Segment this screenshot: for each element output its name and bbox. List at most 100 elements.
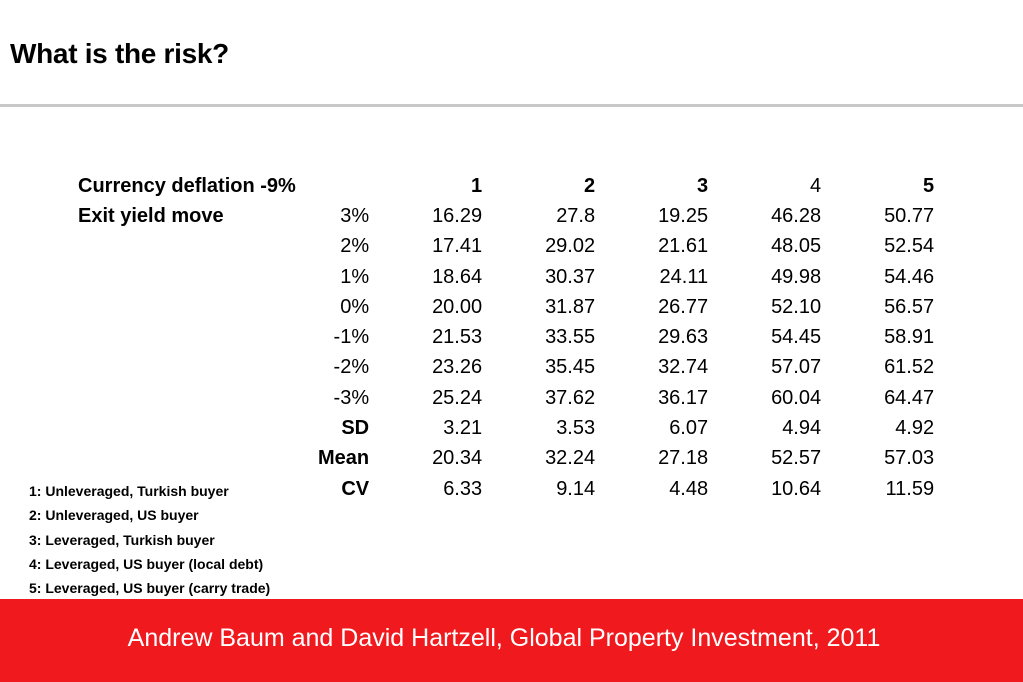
spacer-cell bbox=[0, 232, 78, 262]
row-parameter: -1% bbox=[333, 326, 370, 349]
row-parameter: 3% bbox=[340, 204, 370, 227]
table-cell: 24.11 bbox=[659, 265, 709, 288]
table-cell: 16.29 bbox=[432, 204, 483, 227]
table-cell: 33.55 bbox=[545, 326, 596, 349]
footer-citation: Andrew Baum and David Hartzell, Global P… bbox=[127, 624, 881, 652]
table-cell: 26.77 bbox=[658, 295, 709, 318]
table-cell: 27.18 bbox=[658, 447, 709, 470]
row-parameter: -2% bbox=[333, 356, 370, 379]
table-row: Exit yield move 3% 16.29 27.8 19.25 46.28 50.7… bbox=[0, 201, 934, 231]
table-cell: 25.24 bbox=[432, 386, 483, 409]
table-cell: 4.48 bbox=[669, 477, 709, 500]
table-row: Mean 20.34 32.24 27.18 52.57 57.03 bbox=[0, 444, 934, 474]
spacer-cell bbox=[0, 383, 78, 413]
footer-band bbox=[0, 599, 1023, 682]
table-cell: 35.45 bbox=[545, 356, 596, 379]
scenario-legend: 1: Unleveraged, Turkish buyer 2: Unlevera… bbox=[29, 479, 270, 600]
table-cell: 54.45 bbox=[771, 326, 822, 349]
table-cell: 27.8 bbox=[556, 204, 596, 227]
spacer-cell bbox=[0, 171, 78, 201]
table-row: -3% 25.24 37.62 36.17 60.04 64.47 bbox=[0, 383, 935, 413]
table-cell: 23.26 bbox=[432, 356, 483, 379]
legend-item: 3: Leveraged, Turkish buyer bbox=[29, 531, 215, 548]
table-cell: 52.57 bbox=[771, 447, 822, 470]
table-cell: 36.17 bbox=[658, 386, 709, 409]
table-cell: 21.53 bbox=[432, 326, 483, 349]
table-cell: 18.64 bbox=[432, 265, 483, 288]
table-cell: 46.28 bbox=[771, 204, 822, 227]
table-header-row: Currency deflation -9% 1 2 3 4 5 bbox=[0, 171, 934, 201]
table-cell: 54.46 bbox=[884, 265, 935, 288]
column-header: 1 bbox=[471, 174, 483, 197]
legend-item: 2: Unleveraged, US buyer bbox=[29, 507, 199, 524]
legend-item: 4: Leveraged, US buyer (local debt) bbox=[29, 555, 264, 572]
table-cell: 50.77 bbox=[884, 204, 935, 227]
table-cell: 10.64 bbox=[771, 477, 822, 500]
table-cell: 32.74 bbox=[658, 356, 709, 379]
table-row: CV 6.33 9.14 4.48 10.64 11.59 bbox=[0, 474, 934, 504]
table-cell: 4.94 bbox=[782, 417, 822, 440]
table-cell: 6.33 bbox=[443, 477, 483, 500]
title-divider bbox=[0, 104, 1023, 107]
table-cell: 61.52 bbox=[884, 356, 935, 379]
results-table: Currency deflation -9% 1 2 3 4 5 Exit yi… bbox=[0, 171, 934, 504]
table-cell: 31.87 bbox=[545, 295, 596, 318]
spacer-cell bbox=[0, 444, 78, 474]
row-parameter: 2% bbox=[340, 235, 370, 258]
table-cell: 11.59 bbox=[885, 477, 935, 500]
table-cell: 3.21 bbox=[443, 417, 483, 440]
table-cell: 19.25 bbox=[658, 204, 709, 227]
table-cell: 17.41 bbox=[432, 235, 483, 258]
table-body: Currency deflation -9% 1 2 3 4 5 Exit yi… bbox=[0, 171, 934, 504]
column-header: 2 bbox=[584, 174, 596, 197]
table-cell: 64.47 bbox=[884, 386, 935, 409]
table-cell: 60.04 bbox=[771, 386, 822, 409]
page-title: What is the risk? bbox=[10, 38, 229, 69]
spacer-cell bbox=[0, 322, 78, 352]
table-cell: 4.92 bbox=[895, 417, 935, 440]
column-header: 5 bbox=[923, 174, 935, 197]
table-cell: 48.05 bbox=[771, 235, 822, 258]
spacer-cell bbox=[0, 413, 78, 443]
legend-item: 1: Unleveraged, Turkish buyer bbox=[29, 483, 229, 499]
column-header: 3 bbox=[697, 174, 709, 197]
spacer-cell bbox=[0, 292, 78, 322]
table-cell: 21.61 bbox=[658, 235, 709, 258]
table-cell: 49.98 bbox=[771, 265, 822, 288]
row-parameter: SD bbox=[341, 417, 370, 440]
table-cell: 56.57 bbox=[884, 295, 935, 318]
row-parameter: 0% bbox=[340, 295, 370, 318]
spacer-cell bbox=[0, 262, 78, 292]
table-cell: 6.07 bbox=[669, 417, 709, 440]
table-row: -1% 21.53 33.55 29.63 54.45 58.91 bbox=[0, 322, 935, 352]
table-row: 0% 20.00 31.87 26.77 52.10 56.57 bbox=[0, 292, 934, 322]
row-parameter: Mean bbox=[318, 447, 370, 470]
header-label: Currency deflation -9% bbox=[78, 174, 296, 197]
table-cell: 9.14 bbox=[556, 477, 596, 500]
table-row: SD 3.21 3.53 6.07 4.94 4.92 bbox=[0, 413, 934, 443]
table-row: 2% 17.41 29.02 21.61 48.05 52.54 bbox=[0, 232, 934, 262]
row-parameter: 1% bbox=[340, 265, 370, 288]
row-label-cell bbox=[78, 413, 318, 443]
row-label-cell bbox=[78, 383, 318, 413]
row-label-cell bbox=[78, 444, 318, 474]
table-cell: 52.10 bbox=[771, 295, 822, 318]
legend-item: 5: Leveraged, US buyer (carry trade) bbox=[29, 580, 271, 597]
row-parameter: -3% bbox=[333, 386, 370, 409]
row-label-cell bbox=[78, 262, 318, 292]
table-cell: 20.34 bbox=[432, 447, 483, 470]
spacer-cell bbox=[0, 353, 78, 383]
row-label-cell bbox=[78, 353, 318, 383]
table-cell: 52.54 bbox=[884, 235, 935, 258]
table-cell: 32.24 bbox=[545, 447, 596, 470]
table-cell: 57.03 bbox=[884, 447, 935, 470]
table-row: 1% 18.64 30.37 24.11 49.98 54.46 bbox=[0, 262, 934, 292]
table-cell: 58.91 bbox=[884, 326, 935, 349]
row-label-cell bbox=[78, 292, 318, 322]
table-cell: 29.63 bbox=[658, 326, 709, 349]
table-cell: 57.07 bbox=[771, 356, 822, 379]
spacer-cell bbox=[0, 201, 78, 231]
row-label-cell bbox=[78, 232, 318, 262]
row-parameter: CV bbox=[341, 477, 370, 500]
table-cell: 20.00 bbox=[432, 295, 483, 318]
